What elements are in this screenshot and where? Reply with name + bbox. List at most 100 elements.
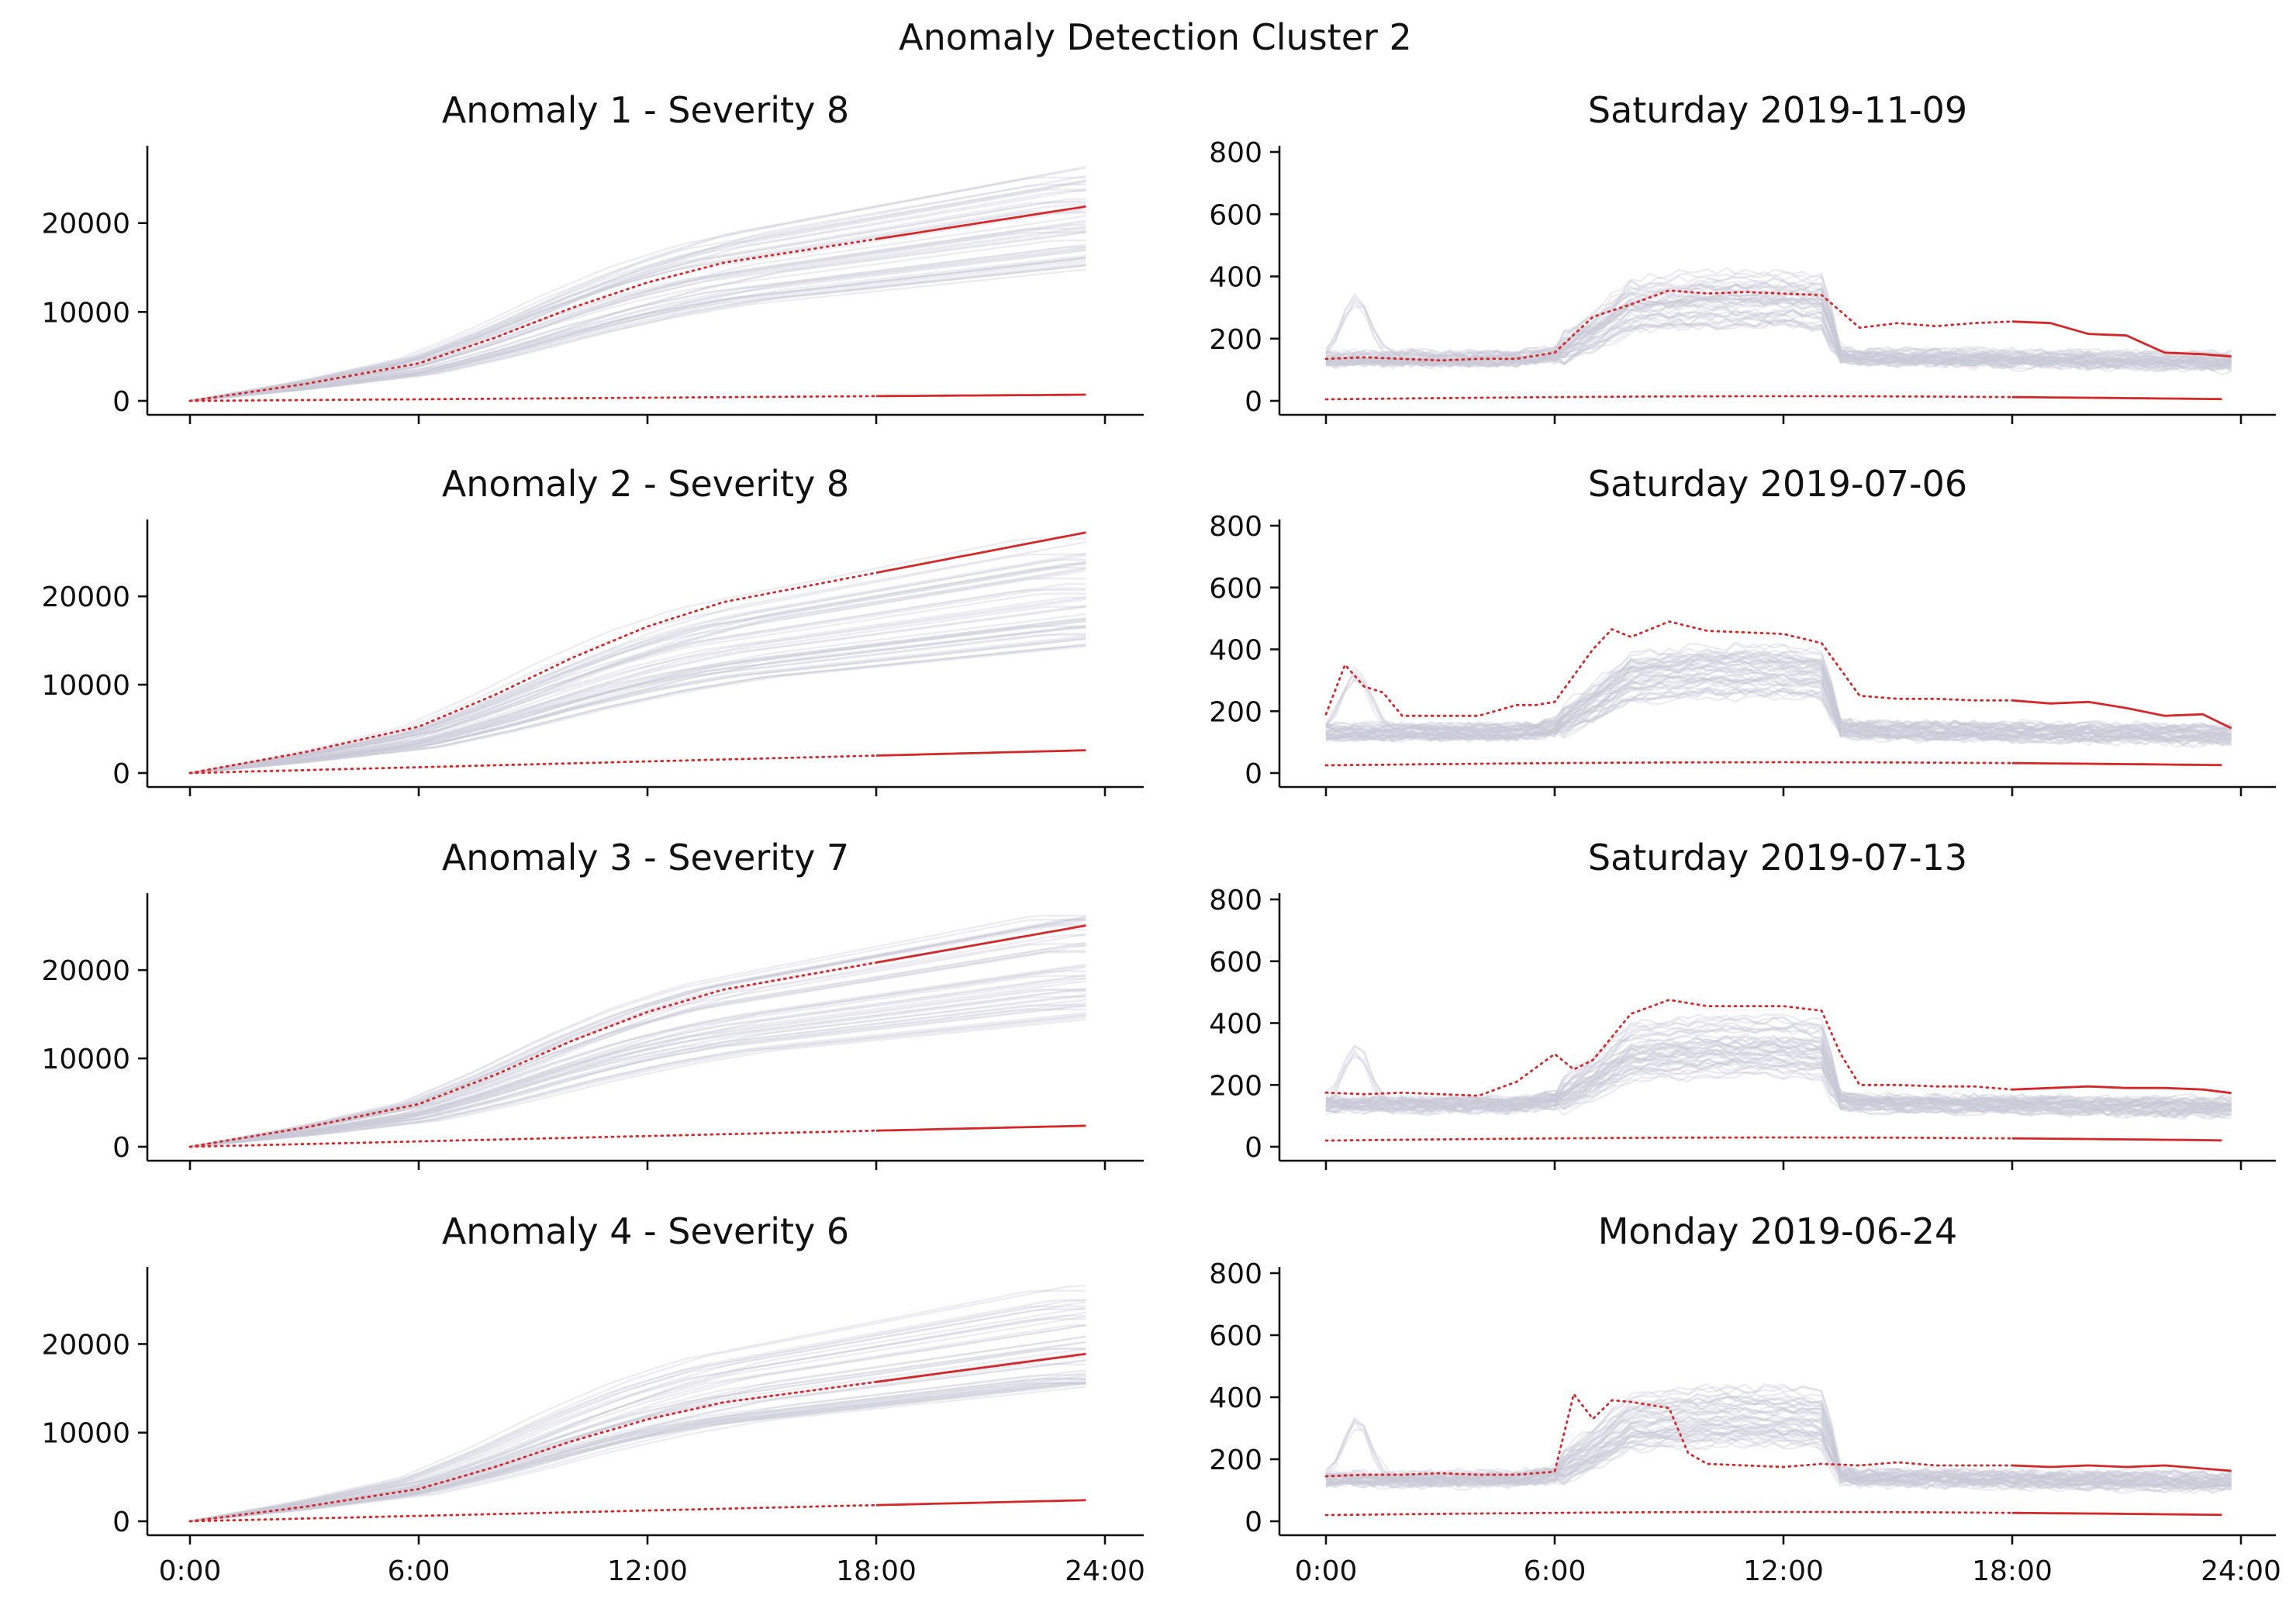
cluster-line [1325,267,2232,365]
cluster-line [1325,640,2232,732]
cluster-line [1325,1390,2232,1486]
cluster-line [1325,1055,2232,1114]
cluster-line [189,999,1086,1148]
y-tick-label: 20000 [41,582,130,613]
cluster-line [1325,1024,2232,1120]
anomaly-lower-history [1324,761,2014,767]
cluster-line [189,1380,1086,1523]
cluster-line [189,264,1086,402]
cluster-line [189,563,1086,775]
cluster-line [189,918,1086,1148]
cluster-line [189,210,1086,402]
cluster-line [189,925,1086,1148]
cluster-line [1325,1065,2232,1113]
cluster-line [189,951,1086,1148]
cluster-line [189,200,1086,402]
cluster-line [189,626,1086,775]
cluster-line [189,1382,1086,1523]
cluster-line [189,625,1086,775]
cluster-line [189,990,1086,1148]
cluster-line [1325,1027,2232,1108]
cluster-line [1325,1053,2232,1110]
cluster-line [1325,661,2232,737]
cluster-lines [1324,1382,2232,1495]
anomaly-upper-history [188,237,878,402]
cluster-line [1325,305,2232,368]
cluster-line [1325,685,2232,742]
cluster-line [189,588,1086,775]
x-tick-label: 12:00 [607,1555,688,1587]
cluster-line [189,219,1086,402]
cluster-line [1325,655,2232,744]
cluster-line [1325,1041,2232,1113]
cluster-line [189,613,1086,775]
cluster-line [1325,1422,2232,1482]
cluster-line [189,1382,1086,1523]
cluster-line [189,221,1086,402]
cluster-line [1325,660,2232,747]
cluster-line [189,916,1086,1148]
cluster-line [189,567,1086,775]
cluster-line [189,1289,1086,1523]
cluster-line [189,987,1086,1148]
cluster-line [189,617,1086,775]
cluster-line [1325,1433,2232,1491]
cluster-line [1324,1048,2232,1119]
cluster-line [1325,666,2232,734]
x-tick-label: 0:00 [1295,1555,1358,1587]
cluster-line [189,974,1086,1148]
cluster-line [189,605,1086,775]
anomaly-upper-forecast [875,531,1086,575]
cluster-line [1325,1428,2232,1481]
anomaly-lower-forecast [2011,1511,2222,1517]
anomaly-upper-forecast [2011,1464,2232,1472]
cluster-line [189,223,1086,402]
cluster-line [1325,687,2232,733]
cluster-line [189,226,1086,402]
cluster-line [189,633,1086,775]
cluster-line [1325,656,2232,747]
cluster-line [189,246,1086,402]
cluster-line [1325,678,2232,738]
cluster-line [1325,283,2232,361]
cluster-line [1325,1051,2232,1111]
cluster-line [1325,1406,2232,1489]
cluster-line [189,577,1086,775]
cluster-line [1325,295,2232,366]
cluster-line [1325,1061,2232,1108]
cluster-line [1325,1040,2232,1113]
y-tick-label: 800 [1209,885,1262,916]
y-tick-label: 800 [1209,1258,1262,1290]
cluster-line [1324,1016,2232,1110]
cluster-line [1325,1071,2232,1117]
cluster-line [189,1016,1086,1148]
cluster-line [189,637,1086,775]
cluster-line [1325,1435,2232,1493]
cluster-line [189,247,1086,402]
cluster-line [1325,654,2232,739]
anomaly-series [188,205,1086,402]
panel-title: Monday 2019-06-24 [1598,1210,1958,1252]
anomaly-upper-forecast [2011,1085,2232,1095]
cluster-line [1325,673,2232,742]
cluster-line [1325,1034,2232,1110]
cluster-line [1325,1407,2232,1491]
cluster-line [189,933,1086,1148]
anomaly-lower-forecast [2011,761,2222,767]
cluster-line [1325,297,2232,376]
cluster-line [1325,315,2232,372]
y-tick-label: 10000 [41,1418,130,1450]
cluster-line [189,1372,1086,1523]
y-tick-label: 200 [1209,1070,1262,1102]
y-tick-label: 200 [1209,1444,1262,1476]
cluster-line [1325,660,2232,740]
cluster-line [189,1382,1086,1523]
cluster-line [189,1324,1086,1523]
cluster-line [189,1347,1086,1523]
cluster-line [189,1324,1086,1523]
cluster-line [189,204,1086,402]
cluster-line [189,1382,1086,1523]
cluster-line [1325,1414,2232,1488]
cluster-line [189,254,1086,402]
